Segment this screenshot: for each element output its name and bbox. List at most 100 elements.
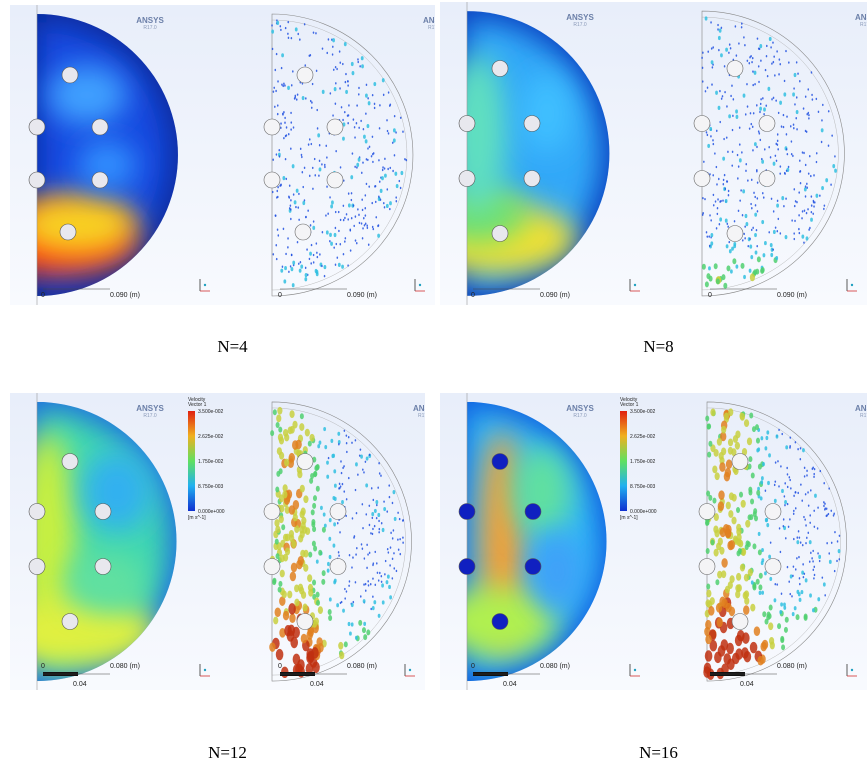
velocity-vector bbox=[300, 485, 305, 493]
velocity-vector bbox=[714, 449, 719, 457]
velocity-vector bbox=[369, 552, 371, 554]
velocity-vector bbox=[744, 651, 752, 662]
tube-hole bbox=[327, 119, 343, 135]
colorbar-tick-label: 3.500e-002 bbox=[630, 409, 656, 415]
velocity-vector bbox=[343, 219, 345, 221]
velocity-vector bbox=[752, 70, 754, 72]
velocity-vector bbox=[361, 199, 363, 201]
velocity-vector bbox=[347, 114, 349, 116]
velocity-vector bbox=[356, 163, 359, 167]
velocity-vector bbox=[757, 181, 759, 183]
velocity-vector bbox=[295, 27, 298, 31]
velocity-vector bbox=[335, 150, 337, 152]
velocity-vector bbox=[346, 590, 348, 592]
velocity-vector bbox=[806, 474, 808, 476]
velocity-vector bbox=[362, 527, 364, 529]
velocity-vector bbox=[763, 253, 766, 257]
velocity-vector bbox=[760, 98, 762, 100]
velocity-vector bbox=[707, 452, 711, 458]
velocity-vector bbox=[726, 105, 728, 107]
velocity-vector bbox=[750, 642, 758, 653]
colorbar bbox=[620, 411, 627, 511]
velocity-vector bbox=[339, 651, 344, 659]
velocity-vector bbox=[738, 548, 742, 554]
velocity-vector bbox=[754, 83, 756, 85]
velocity-vector bbox=[356, 104, 358, 106]
brand-label: ANSYS bbox=[566, 13, 594, 22]
velocity-vector bbox=[338, 555, 340, 557]
tube-hole bbox=[92, 172, 108, 188]
velocity-vector bbox=[311, 244, 313, 246]
version-label: R17.0 bbox=[428, 25, 442, 31]
velocity-vector bbox=[312, 226, 315, 230]
velocity-vector bbox=[284, 266, 287, 270]
velocity-vector bbox=[355, 439, 357, 441]
velocity-vector bbox=[726, 180, 728, 182]
velocity-vector bbox=[379, 528, 381, 530]
velocity-vector bbox=[277, 104, 279, 106]
velocity-vector bbox=[372, 228, 374, 230]
velocity-vector bbox=[398, 549, 400, 551]
velocity-vector bbox=[719, 462, 725, 472]
velocity-vector bbox=[821, 119, 823, 121]
velocity-vector bbox=[356, 242, 358, 244]
velocity-vector bbox=[805, 542, 807, 544]
velocity-vector bbox=[381, 583, 384, 587]
velocity-vector bbox=[374, 509, 377, 513]
velocity-vector bbox=[289, 505, 295, 515]
velocity-vector bbox=[341, 265, 344, 269]
velocity-vector bbox=[780, 232, 782, 234]
velocity-vector bbox=[340, 485, 342, 487]
velocity-vector bbox=[761, 160, 764, 164]
velocity-vector bbox=[763, 113, 765, 115]
velocity-vector bbox=[317, 444, 320, 448]
velocity-vector bbox=[813, 201, 815, 203]
velocity-vector bbox=[789, 479, 791, 481]
velocity-vector bbox=[758, 532, 761, 536]
velocity-vector bbox=[281, 67, 283, 69]
velocity-vector bbox=[712, 46, 714, 48]
velocity-vector bbox=[363, 634, 367, 640]
velocity-vector bbox=[344, 42, 347, 46]
velocity-vector bbox=[362, 503, 364, 505]
velocity-vector bbox=[394, 115, 396, 117]
velocity-vector bbox=[273, 409, 277, 415]
velocity-vector bbox=[745, 214, 748, 218]
velocity-vector bbox=[785, 198, 787, 200]
velocity-vector bbox=[718, 538, 723, 546]
velocity-vector bbox=[759, 44, 762, 48]
velocity-vector bbox=[305, 97, 307, 99]
velocity-vector bbox=[336, 603, 339, 607]
velocity-vector bbox=[300, 265, 303, 269]
version-label: R17.0 bbox=[143, 413, 157, 419]
velocity-vector bbox=[823, 505, 825, 507]
velocity-vector bbox=[347, 80, 349, 82]
velocity-vector bbox=[286, 126, 288, 128]
velocity-vector bbox=[397, 512, 399, 514]
velocity-vector bbox=[329, 196, 331, 198]
velocity-vector bbox=[342, 467, 344, 469]
tube-hole bbox=[29, 504, 45, 520]
velocity-vector bbox=[272, 48, 274, 50]
velocity-vector bbox=[323, 427, 326, 431]
velocity-vector bbox=[741, 26, 743, 28]
velocity-vector bbox=[309, 258, 311, 260]
velocity-vector bbox=[324, 164, 326, 166]
velocity-vector bbox=[293, 193, 295, 195]
velocity-vector bbox=[384, 167, 386, 169]
velocity-vector bbox=[747, 179, 749, 181]
velocity-vector bbox=[804, 573, 806, 575]
velocity-vector bbox=[730, 269, 733, 273]
velocity-vector bbox=[719, 217, 722, 221]
velocity-vector bbox=[773, 162, 776, 166]
velocity-vector bbox=[383, 202, 385, 204]
velocity-vector bbox=[365, 223, 367, 225]
velocity-vector bbox=[739, 158, 742, 162]
velocity-vector bbox=[793, 495, 795, 497]
velocity-vector bbox=[712, 498, 716, 504]
velocity-vector bbox=[711, 83, 713, 85]
velocity-vector bbox=[754, 515, 758, 521]
velocity-vector bbox=[290, 112, 292, 114]
velocity-vector bbox=[292, 283, 295, 287]
velocity-vector bbox=[813, 577, 815, 579]
